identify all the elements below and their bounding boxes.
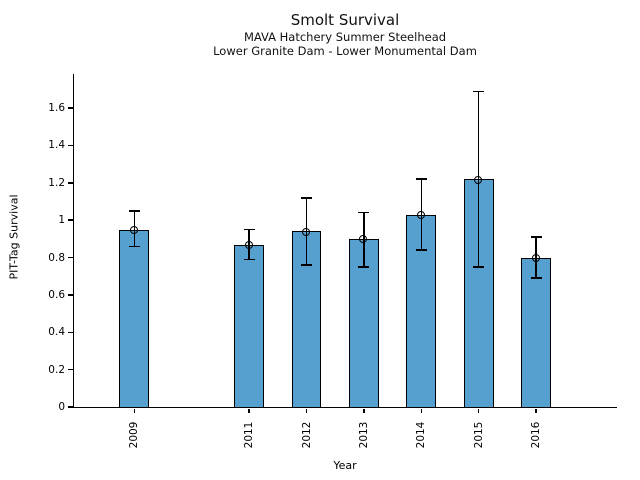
x-tick-label-text: 2014 bbox=[415, 421, 428, 449]
bar-2016 bbox=[521, 257, 552, 407]
error-bar-cap-top bbox=[473, 90, 485, 93]
chart-subtitle-hatchery: MAVA Hatchery Summer Steelhead bbox=[243, 30, 447, 44]
bar-2012 bbox=[291, 231, 322, 407]
x-tick-label-text: 2013 bbox=[357, 421, 370, 449]
y-tick-label: 0.8 bbox=[48, 251, 65, 264]
error-bar-cap-bottom bbox=[415, 249, 427, 251]
y-tick-label: 1.6 bbox=[48, 102, 65, 115]
y-tick-mark bbox=[67, 182, 73, 184]
error-bar-cap-bottom bbox=[358, 266, 370, 268]
x-tick-mark bbox=[420, 408, 423, 413]
mean-marker bbox=[129, 226, 138, 235]
error-bar-cap-top bbox=[530, 236, 542, 238]
y-tick-mark bbox=[67, 406, 73, 408]
mean-marker bbox=[302, 227, 310, 236]
x-tick-mark bbox=[363, 408, 365, 413]
error-bar-cap-bottom bbox=[243, 258, 255, 261]
error-bar-cap-top bbox=[128, 210, 140, 212]
error-bar-cap-bottom bbox=[128, 245, 140, 248]
error-bar-cap-bottom bbox=[301, 264, 312, 266]
mean-marker bbox=[416, 211, 425, 220]
mean-marker bbox=[474, 175, 483, 184]
error-bar-cap-top bbox=[358, 211, 370, 214]
mean-marker bbox=[359, 235, 368, 244]
y-tick-label: 0.6 bbox=[48, 288, 65, 301]
y-tick-label: 1.4 bbox=[48, 139, 65, 152]
chart-subtitle-reach: Lower Granite Dam - Lower Monumental Dam bbox=[213, 44, 477, 58]
y-tick-label: 1.2 bbox=[48, 176, 65, 189]
y-tick-mark bbox=[67, 331, 73, 334]
y-tick-mark bbox=[67, 368, 73, 371]
y-tick-mark bbox=[67, 294, 73, 296]
y-tick-label: 0.4 bbox=[48, 326, 65, 339]
y-tick-mark bbox=[67, 219, 73, 221]
x-tick-label-text: 2012 bbox=[300, 421, 313, 449]
y-tick-mark bbox=[67, 144, 73, 147]
error-bar-cap-bottom bbox=[473, 266, 485, 268]
error-bar-cap-bottom bbox=[530, 277, 542, 279]
y-tick-mark bbox=[67, 256, 73, 259]
x-tick-mark bbox=[248, 408, 250, 413]
y-tick-label: 0 bbox=[58, 401, 65, 413]
mean-marker bbox=[531, 254, 540, 263]
x-tick-mark bbox=[305, 408, 308, 413]
y-tick-mark bbox=[67, 107, 73, 109]
y-tick-label: 1 bbox=[58, 214, 65, 227]
bar-2011 bbox=[234, 244, 264, 407]
error-bar-cap-top bbox=[415, 178, 427, 180]
error-bar-cap-top bbox=[243, 228, 255, 231]
x-tick-mark bbox=[535, 408, 537, 413]
mean-marker bbox=[244, 241, 253, 249]
error-bar-cap-top bbox=[301, 197, 312, 199]
x-axis-label: Year bbox=[333, 459, 357, 472]
plot-area: 0 0.2 0.4 0.6 0.8 1 1.2 1.4 1.6 2009 2011 2012 2013 2… bbox=[48, 74, 617, 448]
x-tick-label-text: 2009 bbox=[128, 421, 141, 449]
x-tick-label-text: 2015 bbox=[472, 421, 485, 449]
x-tick-mark bbox=[477, 408, 480, 413]
x-tick-label-text: 2016 bbox=[530, 421, 543, 449]
bar-2009 bbox=[119, 229, 150, 407]
x-tick-mark bbox=[133, 408, 136, 413]
y-tick-label: 0.2 bbox=[48, 363, 65, 376]
chart-title: Smolt Survival bbox=[290, 11, 400, 29]
x-tick-label-text: 2011 bbox=[243, 421, 256, 449]
